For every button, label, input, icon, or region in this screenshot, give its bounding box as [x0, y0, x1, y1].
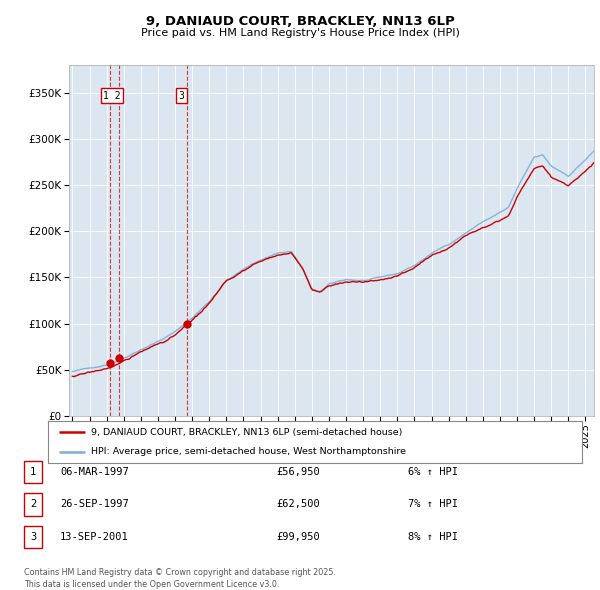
Text: 13-SEP-2001: 13-SEP-2001	[60, 532, 129, 542]
Text: 3: 3	[30, 532, 36, 542]
Text: 26-SEP-1997: 26-SEP-1997	[60, 500, 129, 509]
Text: 8% ↑ HPI: 8% ↑ HPI	[408, 532, 458, 542]
Text: 2: 2	[30, 500, 36, 509]
Text: Price paid vs. HM Land Registry's House Price Index (HPI): Price paid vs. HM Land Registry's House …	[140, 28, 460, 38]
Text: HPI: Average price, semi-detached house, West Northamptonshire: HPI: Average price, semi-detached house,…	[91, 447, 406, 456]
Text: £62,500: £62,500	[276, 500, 320, 509]
Text: 9, DANIAUD COURT, BRACKLEY, NN13 6LP: 9, DANIAUD COURT, BRACKLEY, NN13 6LP	[146, 15, 454, 28]
Text: 6% ↑ HPI: 6% ↑ HPI	[408, 467, 458, 477]
Text: 1 2: 1 2	[103, 91, 121, 101]
Text: Contains HM Land Registry data © Crown copyright and database right 2025.
This d: Contains HM Land Registry data © Crown c…	[24, 568, 336, 589]
Text: 1: 1	[30, 467, 36, 477]
Text: 9, DANIAUD COURT, BRACKLEY, NN13 6LP (semi-detached house): 9, DANIAUD COURT, BRACKLEY, NN13 6LP (se…	[91, 428, 402, 437]
Text: 3: 3	[178, 91, 184, 101]
Text: £56,950: £56,950	[276, 467, 320, 477]
Text: 7% ↑ HPI: 7% ↑ HPI	[408, 500, 458, 509]
Text: 06-MAR-1997: 06-MAR-1997	[60, 467, 129, 477]
Text: £99,950: £99,950	[276, 532, 320, 542]
